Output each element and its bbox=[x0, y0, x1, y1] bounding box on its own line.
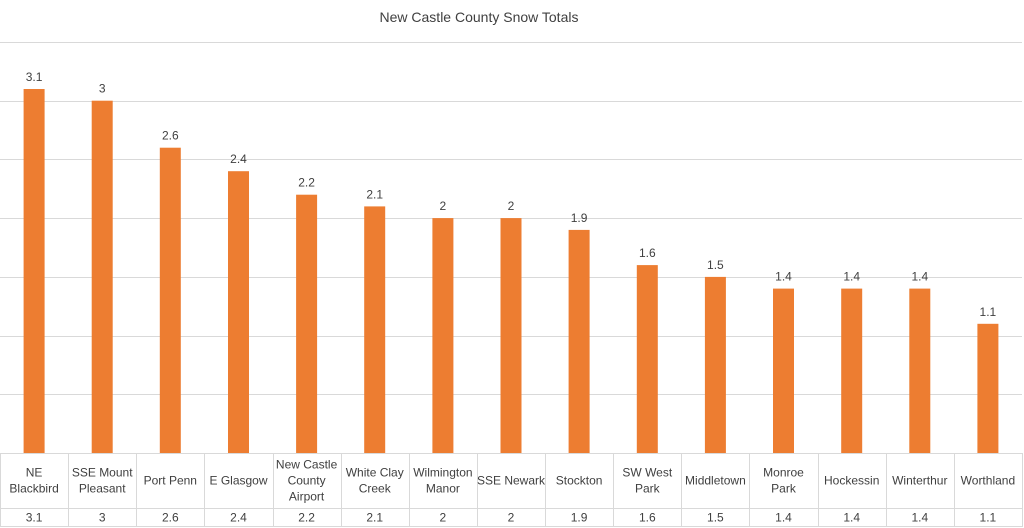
category-label: SW West Park bbox=[622, 466, 672, 496]
data-label: 1.1 bbox=[980, 305, 997, 319]
category-label: Worthland bbox=[961, 474, 1015, 488]
bar bbox=[704, 276, 726, 453]
category-label: E Glasgow bbox=[209, 474, 267, 488]
category-label: Winterthur bbox=[892, 474, 947, 488]
table-value: 1.1 bbox=[980, 511, 997, 525]
bar bbox=[91, 100, 113, 453]
bar bbox=[296, 194, 318, 453]
data-label: 1.4 bbox=[843, 270, 860, 284]
data-label: 2.4 bbox=[230, 152, 247, 166]
data-label: 1.9 bbox=[571, 211, 588, 225]
data-label: 1.4 bbox=[775, 270, 792, 284]
data-label: 1.4 bbox=[911, 270, 928, 284]
bar bbox=[432, 218, 454, 453]
table-value: 2.6 bbox=[162, 511, 179, 525]
table-value: 2 bbox=[508, 511, 515, 525]
data-label: 2 bbox=[508, 199, 515, 213]
chart-title: New Castle County Snow Totals bbox=[380, 9, 579, 25]
bar bbox=[500, 218, 522, 453]
data-label: 2.2 bbox=[298, 176, 315, 190]
table-value: 1.4 bbox=[843, 511, 860, 525]
bar bbox=[23, 89, 45, 453]
bar bbox=[909, 288, 931, 453]
table-value: 2.1 bbox=[366, 511, 383, 525]
category-label: SSE Mount Pleasant bbox=[72, 466, 133, 496]
table-value: 2.4 bbox=[230, 511, 247, 525]
bar bbox=[159, 147, 181, 453]
bar bbox=[364, 206, 386, 453]
table-value: 1.5 bbox=[707, 511, 724, 525]
bar bbox=[228, 171, 249, 453]
category-label: NE Blackbird bbox=[9, 466, 58, 496]
category-label: Stockton bbox=[556, 474, 603, 488]
table-value: 2.2 bbox=[298, 511, 315, 525]
data-label: 1.5 bbox=[707, 258, 724, 272]
category-label: Middletown bbox=[685, 474, 746, 488]
data-label: 2.6 bbox=[162, 129, 179, 143]
bar bbox=[568, 229, 590, 453]
bar bbox=[773, 288, 794, 453]
category-label: White Clay Creek bbox=[346, 466, 404, 496]
data-label: 2 bbox=[440, 199, 447, 213]
category-label: Hockessin bbox=[824, 474, 879, 488]
data-label: 2.1 bbox=[366, 187, 383, 201]
table-value: 1.4 bbox=[775, 511, 792, 525]
data-label: 3 bbox=[99, 82, 106, 96]
bar bbox=[977, 323, 999, 453]
table-value: 1.9 bbox=[571, 511, 588, 525]
table-value: 3 bbox=[99, 511, 106, 525]
category-label: New Castle County Airport bbox=[276, 458, 338, 504]
category-label: Wilmington Manor bbox=[413, 466, 472, 496]
table-value: 1.6 bbox=[639, 511, 656, 525]
bar bbox=[636, 265, 658, 453]
data-label: 3.1 bbox=[26, 70, 43, 84]
category-label: SSE Newark bbox=[477, 474, 546, 488]
data-labels: 3.1 3 2.6 2.4 2.2 2.1 2 2 1.9 1.6 1.5 1.4 1.4 1.4 1.1 bbox=[26, 70, 997, 319]
data-label: 1.6 bbox=[639, 246, 656, 260]
table-value: 1.4 bbox=[911, 511, 928, 525]
table-value: 2 bbox=[440, 511, 447, 525]
table-value: 3.1 bbox=[26, 511, 43, 525]
category-label: Monroe Park bbox=[763, 466, 804, 496]
data-table: NE Blackbird 3.1 SSE Mount Pleasant 3 Port Pen… bbox=[0, 453, 1023, 527]
bar bbox=[841, 288, 863, 453]
bars bbox=[23, 89, 999, 453]
category-label: Port Penn bbox=[144, 474, 197, 488]
